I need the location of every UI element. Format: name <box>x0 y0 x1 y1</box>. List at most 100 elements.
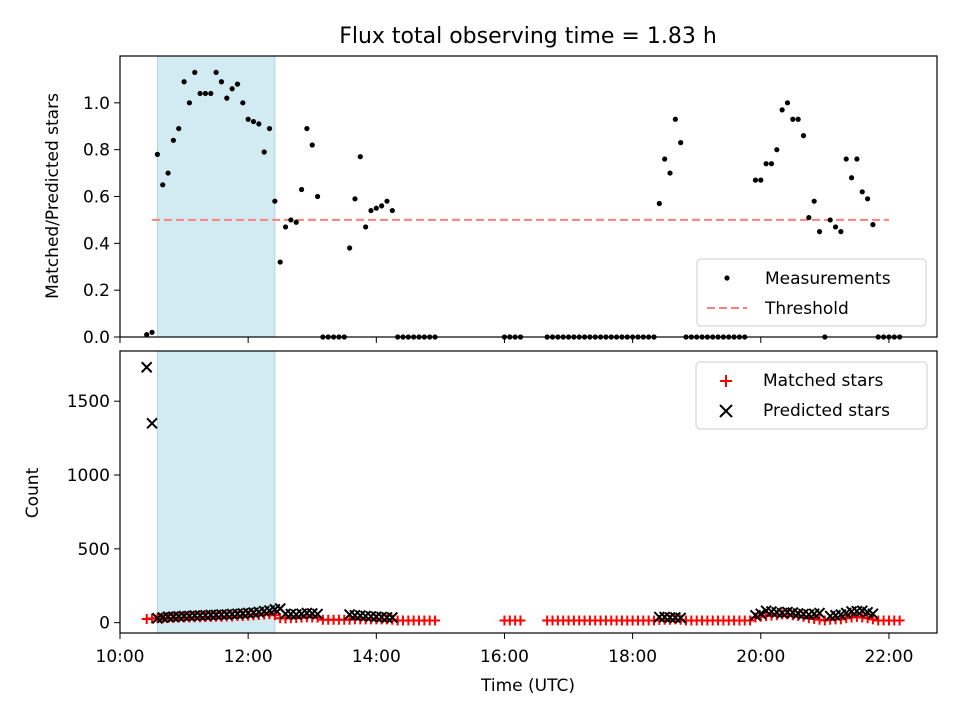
measurement-point <box>245 116 251 122</box>
measurement-point <box>656 200 662 207</box>
measurement-point <box>277 259 283 265</box>
measurement-point <box>859 189 865 195</box>
measurement-point <box>218 79 225 85</box>
measurement-point <box>384 198 390 204</box>
y-tick-label: 0.4 <box>83 234 110 254</box>
x-tick-label: 20:00 <box>736 647 785 667</box>
predicted-star-point <box>386 611 399 624</box>
measurement-point <box>229 86 235 92</box>
measurement-point <box>768 161 775 167</box>
measurement-point <box>192 69 198 75</box>
x-tick-label: 18:00 <box>608 647 657 667</box>
measurement-point <box>379 203 385 209</box>
top-panel: 0.0 0.2 0.4 0.6 0.8 1.0 Measurements Threshold <box>83 55 938 348</box>
measurement-point <box>667 170 673 176</box>
measurement-point <box>843 156 849 162</box>
measurement-point <box>176 125 182 132</box>
measurement-point <box>774 147 780 153</box>
y-tick-label: 1500 <box>67 392 110 412</box>
measurement-point <box>288 217 294 223</box>
x-axis-label: Time (UTC) <box>480 676 575 696</box>
y-tick-label: 0.6 <box>83 188 110 208</box>
measurement-point <box>368 207 374 214</box>
measurement-point <box>373 205 379 211</box>
predicted-star-point <box>146 417 158 430</box>
matched-star-point <box>745 615 756 626</box>
legend-measurement-marker <box>724 275 730 281</box>
legend-label-measurements: Measurements <box>765 269 891 289</box>
measurement-point <box>806 214 812 221</box>
bottom-panel: 0 500 1000 1500 10:00 12:00 14:00 16:00 18:00 20:… <box>67 350 938 667</box>
measurement-point <box>662 156 668 162</box>
measurement-point <box>304 125 310 132</box>
predicted-star-point <box>674 612 687 624</box>
x-tick-label: 10:00 <box>96 647 145 667</box>
measurement-point <box>202 90 209 97</box>
measurement-point <box>763 161 769 167</box>
measurement-point <box>758 177 764 183</box>
measurement-point <box>240 100 246 106</box>
legend-label-predicted: Predicted stars <box>763 401 890 421</box>
measurement-point <box>181 79 187 85</box>
predicted-star-point <box>813 607 826 619</box>
measurement-point <box>266 125 273 132</box>
measurement-point <box>864 196 871 202</box>
matched-star-point <box>269 610 280 621</box>
measurement-point <box>224 95 230 101</box>
top-plot-frame <box>119 55 938 338</box>
top-y-axis-label: Matched/Predicted stars <box>43 93 63 299</box>
matched-star-point <box>867 614 878 625</box>
measurement-point <box>779 107 785 113</box>
legend-predicted-marker <box>719 404 733 418</box>
legend-box <box>695 361 928 430</box>
measurement-point <box>790 116 796 122</box>
measurement-point <box>234 81 241 87</box>
legend-box <box>696 258 927 327</box>
measurement-point <box>250 118 257 125</box>
x-tick-label: 12:00 <box>224 647 273 667</box>
legend-label-matched: Matched stars <box>763 371 883 391</box>
y-tick-label: 0.8 <box>83 141 110 161</box>
measurement-point <box>827 217 833 223</box>
legend-matched-marker <box>720 375 732 387</box>
y-tick-label: 0.0 <box>83 328 110 348</box>
y-tick-label: 1000 <box>67 466 110 486</box>
measurement-point <box>389 207 395 214</box>
measurement-point <box>672 116 678 122</box>
measurement-point <box>186 100 193 106</box>
observing-window-shade <box>156 55 276 338</box>
measurement-point <box>752 177 759 183</box>
measurement-point <box>256 121 262 127</box>
measurement-point <box>293 219 299 225</box>
measurement-point <box>314 193 321 200</box>
x-tick-label: 22:00 <box>864 647 913 667</box>
matched-star-point <box>515 615 526 626</box>
x-tick-label: 14:00 <box>352 647 401 667</box>
measurement-point <box>170 137 176 143</box>
measurement-point <box>811 198 817 204</box>
measurement-point <box>784 100 791 106</box>
measurement-point <box>848 175 855 181</box>
measurement-point <box>197 90 203 97</box>
legend-label-threshold: Threshold <box>764 299 849 319</box>
measurement-point <box>154 151 160 157</box>
measurement-point <box>363 224 369 230</box>
measurement-point <box>213 69 219 75</box>
x-tick-label: 16:00 <box>480 647 529 667</box>
measurement-point <box>800 133 807 139</box>
measurement-point <box>347 245 353 251</box>
measurement-point <box>357 154 363 160</box>
y-tick-label: 500 <box>78 540 110 560</box>
measurement-point <box>838 229 844 235</box>
y-tick-label: 0 <box>99 614 110 634</box>
top-legend: Measurements Threshold <box>696 258 927 327</box>
measurement-point <box>309 142 315 148</box>
predicted-star-point <box>311 608 324 620</box>
measurement-point <box>144 332 150 338</box>
predicted-star-point <box>755 608 767 620</box>
y-tick-label: 0.2 <box>83 281 110 301</box>
measurement-point <box>795 116 801 122</box>
measurement-point <box>208 90 214 97</box>
measurement-point <box>261 149 267 155</box>
